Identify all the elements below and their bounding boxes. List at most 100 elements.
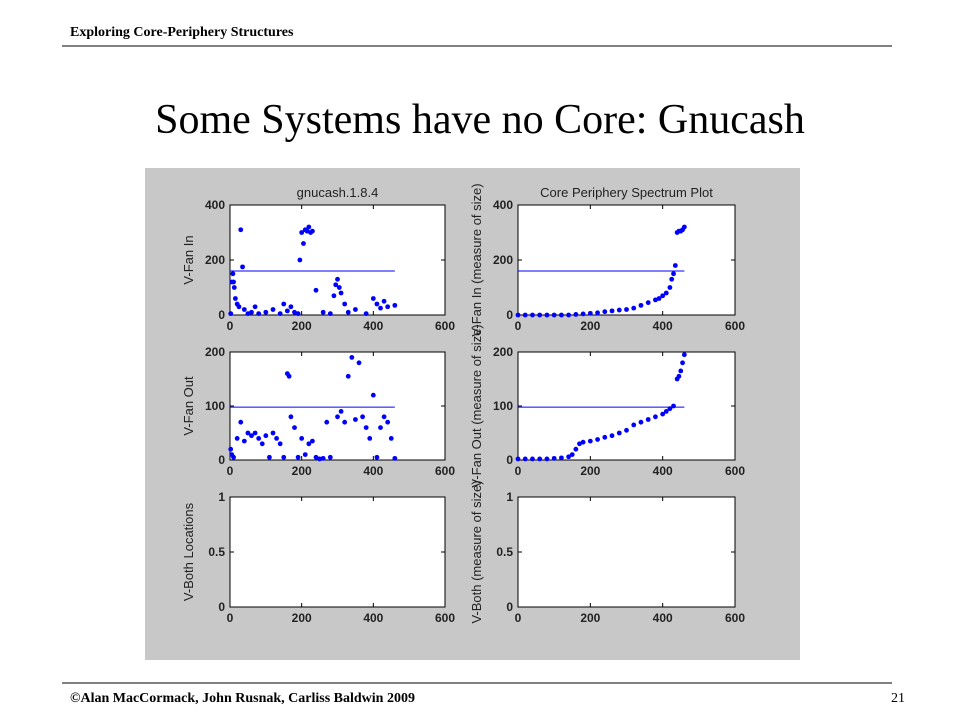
data-point — [320, 455, 326, 461]
y-tick-label: 0 — [506, 600, 513, 614]
x-tick-label: 400 — [653, 464, 673, 478]
data-point — [263, 433, 269, 439]
slide-title: Some Systems have no Core: Gnucash — [155, 97, 805, 143]
data-point — [663, 290, 669, 296]
data-point — [587, 310, 593, 316]
data-point — [342, 419, 348, 425]
x-tick-label: 400 — [363, 464, 383, 478]
data-point — [678, 368, 684, 374]
data-point — [317, 456, 322, 462]
data-point — [295, 311, 301, 317]
data-point — [374, 301, 380, 307]
data-point — [252, 304, 258, 310]
data-point — [537, 312, 543, 318]
data-point — [392, 302, 398, 308]
x-tick-label: 600 — [435, 464, 455, 478]
y-tick-label: 200 — [205, 253, 225, 267]
data-point — [645, 300, 651, 306]
data-point — [267, 454, 272, 460]
header: Exploring Core-Periphery Structures — [70, 25, 294, 40]
data-point — [363, 311, 369, 317]
data-point — [681, 224, 687, 230]
x-tick-label: 400 — [653, 611, 673, 625]
data-point — [656, 296, 662, 301]
data-point — [270, 307, 276, 312]
data-point — [231, 454, 236, 460]
data-point — [653, 414, 658, 420]
data-point — [333, 282, 339, 288]
data-point — [310, 228, 315, 234]
page-number: 21 — [891, 691, 905, 706]
data-point — [331, 293, 337, 299]
y-tick-label: 0 — [218, 308, 225, 322]
data-point — [580, 439, 586, 445]
data-point — [313, 287, 319, 293]
data-point — [338, 290, 344, 296]
plot-area — [517, 204, 736, 316]
data-point — [573, 312, 579, 317]
x-tick-label: 0 — [515, 611, 522, 625]
data-point — [669, 276, 675, 282]
data-point — [336, 285, 342, 290]
data-point — [313, 454, 319, 460]
x-tick-label: 200 — [580, 611, 600, 625]
data-point — [335, 276, 340, 282]
data-point — [595, 437, 600, 442]
x-tick-label: 0 — [227, 611, 234, 625]
x-tick-label: 600 — [725, 611, 745, 625]
x-tick-label: 0 — [227, 464, 234, 478]
data-point — [566, 454, 572, 460]
data-point — [667, 406, 673, 412]
data-point — [681, 352, 687, 358]
data-point — [281, 454, 287, 460]
y-tick-label: 0.5 — [208, 545, 225, 559]
footer: ©Alan MacCormack, John Rusnak, Carliss B… — [70, 691, 415, 706]
data-point — [356, 360, 362, 366]
data-point — [249, 433, 254, 439]
data-point — [288, 414, 294, 420]
data-point — [345, 309, 351, 315]
data-point — [252, 430, 258, 436]
data-point — [241, 438, 247, 444]
data-point — [378, 305, 383, 311]
x-tick-label: 600 — [725, 464, 745, 478]
y-tick-label: 0 — [506, 308, 513, 322]
data-point — [544, 312, 550, 318]
data-point — [392, 455, 398, 461]
data-point — [301, 241, 306, 246]
data-point — [624, 427, 629, 433]
data-point — [281, 301, 287, 307]
data-point — [602, 434, 608, 440]
data-point — [360, 414, 365, 420]
data-point — [616, 307, 622, 313]
data-point — [515, 312, 521, 318]
data-point — [609, 308, 615, 314]
data-point — [530, 456, 535, 462]
x-tick-label: 400 — [363, 319, 383, 333]
data-point — [277, 441, 283, 447]
data-point — [249, 309, 254, 315]
data-point — [522, 312, 528, 318]
data-point — [299, 230, 305, 235]
data-point — [241, 307, 247, 312]
data-point — [353, 417, 358, 422]
data-point — [616, 430, 622, 436]
data-point — [310, 438, 315, 444]
data-point — [270, 430, 276, 436]
data-point — [580, 311, 586, 317]
data-point — [631, 422, 637, 428]
data-point — [349, 355, 355, 360]
data-point — [370, 392, 376, 398]
data-point — [573, 446, 579, 452]
data-point — [645, 417, 651, 422]
data-point — [559, 312, 564, 318]
data-point — [338, 409, 344, 414]
y-tick-label: 100 — [205, 399, 225, 413]
y-axis-label: V-Both (measure of size) — [469, 480, 484, 623]
data-point — [551, 455, 557, 461]
data-point — [671, 403, 676, 409]
y-axis-label: V-Fan In (measure of size) — [469, 183, 484, 336]
y-axis-label: V-Fan In — [181, 235, 196, 284]
data-point — [256, 436, 262, 441]
data-point — [284, 308, 290, 314]
